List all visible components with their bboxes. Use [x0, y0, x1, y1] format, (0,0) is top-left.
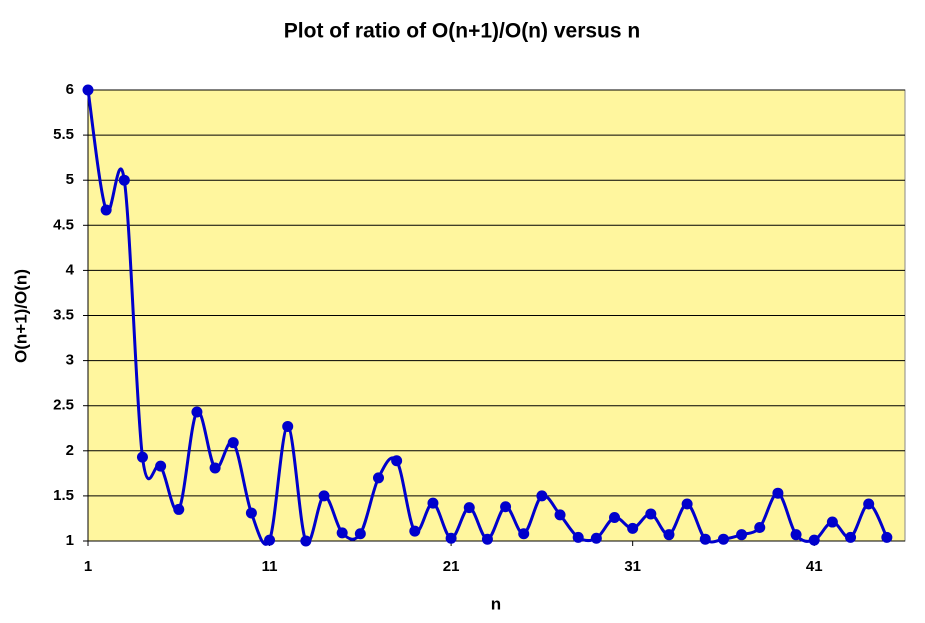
- data-point: [554, 509, 566, 521]
- data-point: [118, 174, 130, 186]
- data-point: [645, 508, 657, 520]
- data-point: [209, 462, 221, 474]
- data-point: [245, 507, 257, 519]
- y-tick-label: 5.5: [53, 126, 74, 143]
- data-point: [500, 501, 512, 513]
- data-point: [772, 487, 784, 499]
- data-point: [155, 460, 167, 472]
- data-point: [100, 204, 112, 216]
- data-point: [572, 531, 584, 543]
- y-tick-label: 3: [66, 352, 74, 369]
- x-tick-label: 31: [624, 558, 641, 575]
- y-tick-label: 1: [66, 532, 74, 549]
- y-tick-label: 2: [66, 442, 74, 459]
- data-point: [881, 531, 893, 543]
- data-point: [191, 406, 203, 418]
- data-point: [663, 529, 675, 541]
- y-tick-label: 2.5: [53, 397, 74, 414]
- data-point: [391, 455, 403, 467]
- x-axis-title: n: [491, 594, 501, 613]
- data-point: [354, 528, 366, 540]
- y-tick-label: 5: [66, 171, 74, 188]
- x-tick-label: 1: [84, 558, 92, 575]
- data-point: [736, 529, 748, 541]
- data-point: [336, 527, 348, 539]
- y-tick-label: 6: [66, 81, 74, 98]
- y-axis-title: O(n+1)/O(n): [11, 269, 30, 363]
- data-point: [536, 490, 548, 502]
- data-point: [173, 503, 185, 515]
- data-point: [300, 535, 312, 547]
- data-point: [136, 451, 148, 463]
- data-point: [590, 532, 602, 544]
- data-point: [808, 534, 820, 546]
- data-point: [372, 472, 384, 484]
- data-point: [445, 532, 457, 544]
- data-point: [717, 533, 729, 545]
- data-point: [318, 490, 330, 502]
- data-point: [790, 529, 802, 541]
- data-point: [681, 498, 693, 510]
- data-point: [481, 533, 493, 545]
- data-point: [754, 521, 766, 533]
- data-point: [264, 534, 276, 546]
- x-tick-label: 41: [806, 558, 823, 575]
- data-point: [282, 420, 294, 432]
- data-point: [826, 516, 838, 528]
- data-point: [463, 502, 475, 514]
- x-tick-label: 11: [262, 558, 278, 575]
- x-tick-label: 21: [443, 558, 460, 575]
- y-tick-label: 1.5: [53, 487, 74, 504]
- data-point: [409, 525, 421, 537]
- y-tick-label: 4: [66, 261, 75, 278]
- data-point: [845, 531, 857, 543]
- data-point: [699, 533, 711, 545]
- y-tick-label: 4.5: [53, 216, 74, 233]
- chart-title: Plot of ratio of O(n+1)/O(n) versus n: [284, 20, 640, 43]
- data-point: [227, 437, 239, 449]
- data-point: [863, 498, 875, 510]
- data-point: [627, 522, 639, 534]
- data-point: [518, 528, 530, 540]
- data-point: [609, 512, 621, 524]
- data-point: [82, 84, 94, 96]
- data-point: [427, 497, 439, 509]
- y-tick-label: 3.5: [53, 306, 74, 323]
